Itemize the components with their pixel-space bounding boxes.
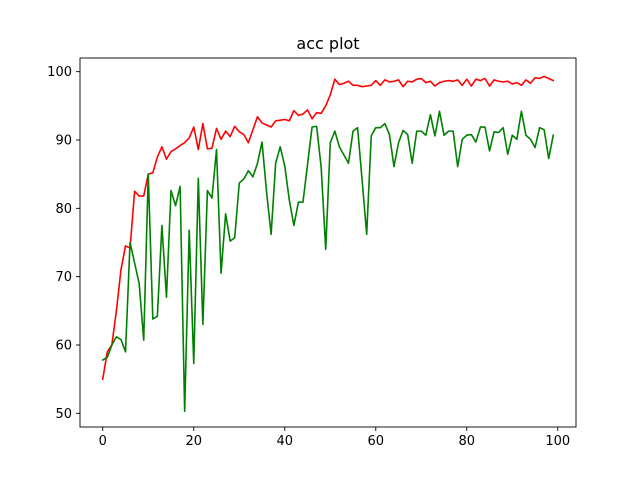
x-tick-label: 0: [99, 434, 107, 449]
y-tick-label: 80: [55, 202, 72, 217]
y-tick-label: 60: [55, 339, 72, 354]
series-layer: [101, 75, 555, 413]
x-tick-label: 80: [459, 434, 476, 449]
series-line-2: [101, 110, 555, 413]
chart-title: acc plot: [296, 34, 359, 53]
y-tick-label: 100: [47, 65, 72, 80]
axes-layer: 0 20 40 60 80 100 50 60 70 80 90 100: [47, 57, 577, 449]
plot-frame: [79, 57, 577, 428]
x-tick-label: 100: [545, 434, 570, 449]
x-tick-label: 20: [185, 434, 202, 449]
series-line-1: [101, 75, 555, 381]
x-tick-label: 40: [276, 434, 293, 449]
y-tick-label: 70: [55, 270, 72, 285]
x-tick-label: 60: [368, 434, 385, 449]
y-tick-label: 90: [55, 134, 72, 149]
y-tick-label: 50: [55, 407, 72, 422]
